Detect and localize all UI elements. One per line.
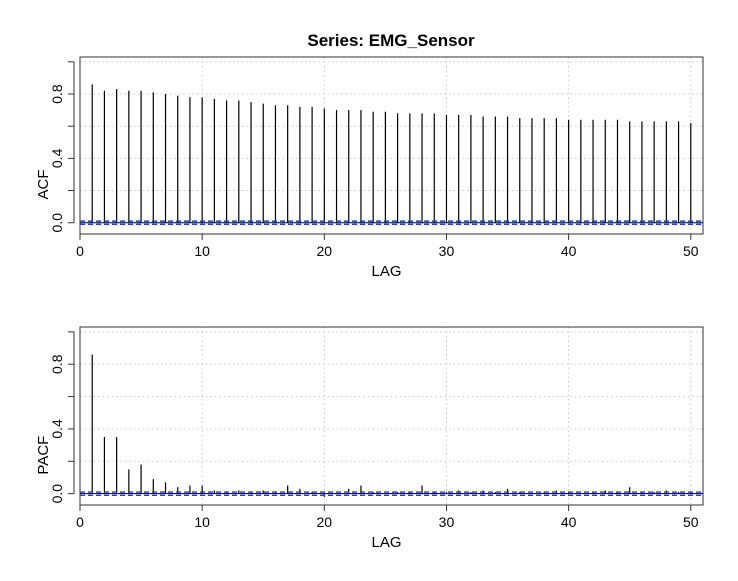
x-tick-label: 0 xyxy=(76,514,84,530)
chart-title: Series: EMG_Sensor xyxy=(307,31,475,50)
plot-frame xyxy=(79,326,704,506)
x-axis-label: LAG xyxy=(371,534,401,551)
y-tick-label: 0.4 xyxy=(49,419,65,439)
x-tick-label: 50 xyxy=(683,514,699,530)
x-tick-label: 10 xyxy=(194,514,210,530)
y-tick-label: 0.4 xyxy=(49,148,65,168)
y-tick-label: 0.8 xyxy=(49,84,65,104)
y-tick-label: 0.0 xyxy=(49,213,65,233)
x-tick-label: 30 xyxy=(439,514,455,530)
pacf-panel: 0 10 20 30 40 50 LAG 0.0 0.4 0.8 PACF xyxy=(35,326,704,551)
x-tick-label: 0 xyxy=(76,243,84,259)
x-tick-label: 10 xyxy=(194,243,210,259)
x-tick-label: 20 xyxy=(317,243,333,259)
x-axis-label: LAG xyxy=(371,263,401,280)
y-axis-label: PACF xyxy=(35,436,52,475)
plot-frame xyxy=(79,56,704,235)
x-tick-label: 50 xyxy=(683,243,699,259)
acf-panel: 0 10 20 30 40 50 LAG 0.0 0.4 0.8 ACF xyxy=(35,56,704,280)
x-tick-label: 30 xyxy=(439,243,455,259)
x-tick-label: 40 xyxy=(561,514,577,530)
y-axis-label: ACF xyxy=(35,169,52,199)
x-tick-label: 40 xyxy=(561,243,577,259)
x-tick-label: 20 xyxy=(317,514,333,530)
y-tick-label: 0.8 xyxy=(49,354,65,374)
y-tick-label: 0.0 xyxy=(49,484,65,504)
